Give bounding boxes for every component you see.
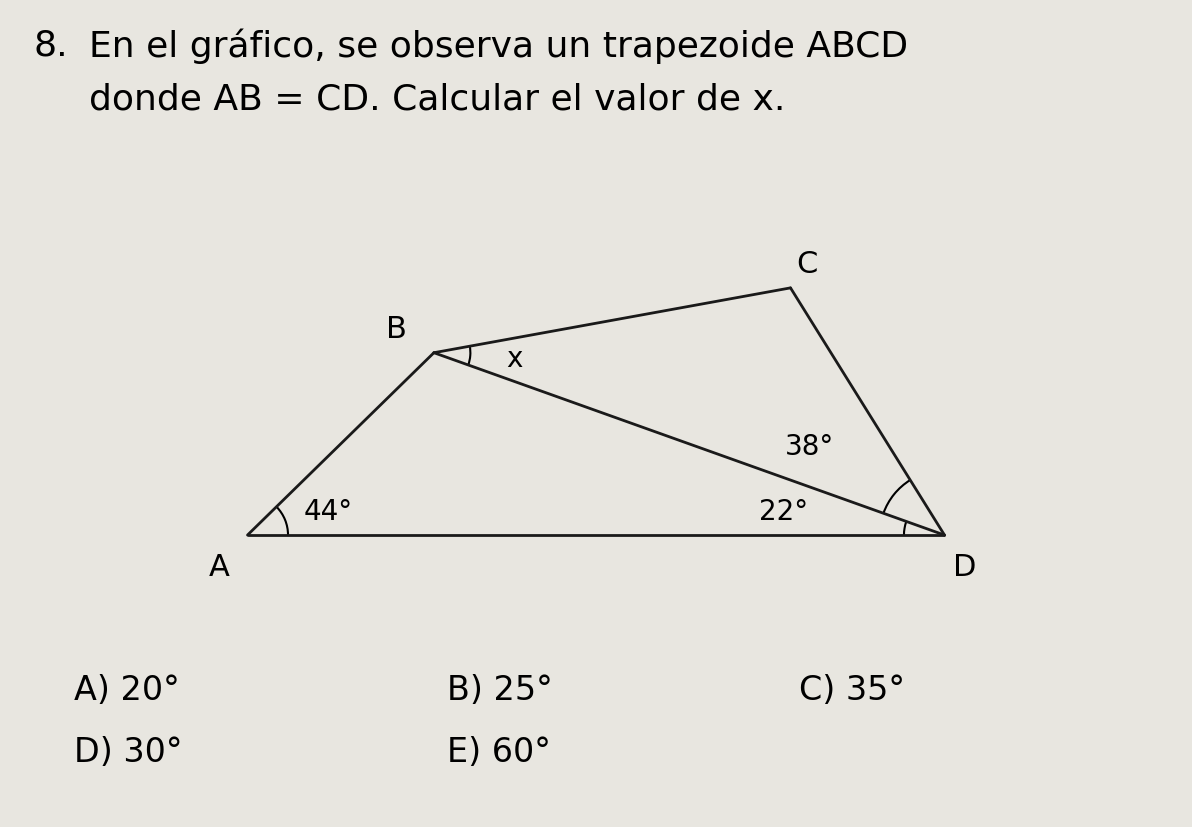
Text: 22°: 22° [759, 498, 808, 526]
Text: donde AB = CD. Calcular el valor de x.: donde AB = CD. Calcular el valor de x. [89, 83, 786, 117]
Text: x: x [507, 345, 523, 373]
Text: 8.: 8. [33, 29, 68, 63]
Text: 38°: 38° [784, 433, 833, 461]
Text: C) 35°: C) 35° [799, 674, 905, 707]
Text: E) 60°: E) 60° [447, 736, 551, 769]
Text: En el gráfico, se observa un trapezoide ABCD: En el gráfico, se observa un trapezoide … [89, 29, 908, 65]
Text: A) 20°: A) 20° [74, 674, 180, 707]
Text: D) 30°: D) 30° [74, 736, 182, 769]
Text: 44°: 44° [304, 498, 353, 526]
Text: B) 25°: B) 25° [447, 674, 553, 707]
Text: A: A [209, 553, 230, 582]
Text: B: B [386, 315, 408, 344]
Text: C: C [796, 250, 818, 279]
Text: D: D [954, 553, 976, 582]
